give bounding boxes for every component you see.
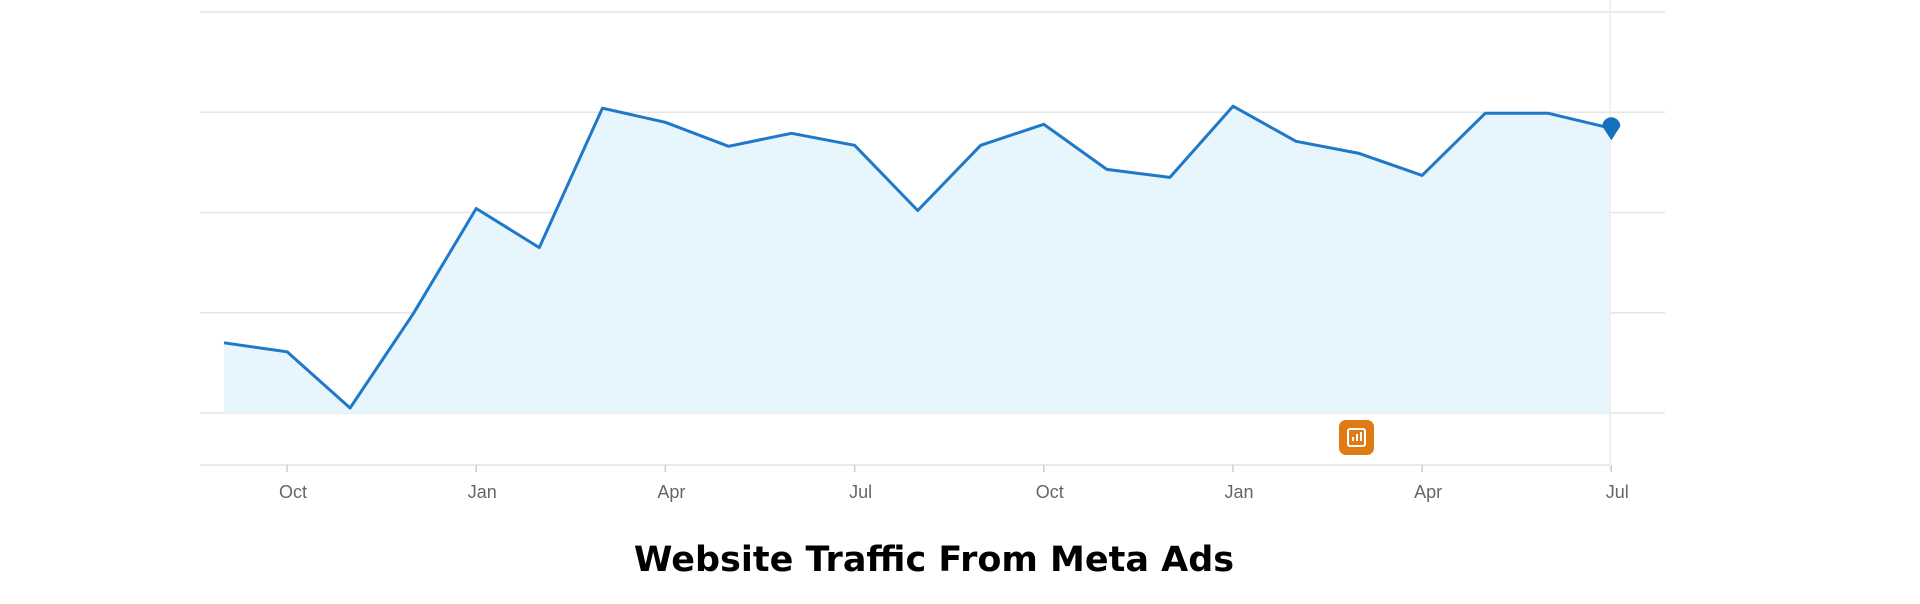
chart-title: Website Traffic From Meta Ads bbox=[634, 540, 1234, 580]
area-fill bbox=[224, 106, 1610, 413]
x-tick-label: Apr bbox=[657, 482, 685, 502]
x-tick-label: Jan bbox=[468, 482, 497, 502]
x-tick-label: Oct bbox=[279, 482, 307, 502]
x-tick-label: Apr bbox=[1414, 482, 1442, 502]
annotation-icon[interactable] bbox=[1339, 420, 1374, 455]
x-tick-label: Jan bbox=[1224, 482, 1253, 502]
x-axis: Oct Jan Apr Jul Oct Jan Apr Jul bbox=[279, 465, 1629, 502]
x-tick-label: Jul bbox=[1606, 482, 1629, 502]
line bbox=[223, 104, 1610, 410]
x-tick-label: Oct bbox=[1036, 482, 1064, 502]
icon-frame bbox=[1347, 428, 1366, 447]
plot-area bbox=[223, 104, 1610, 413]
x-tick-label: Jul bbox=[849, 482, 872, 502]
end-marker bbox=[1602, 117, 1621, 141]
